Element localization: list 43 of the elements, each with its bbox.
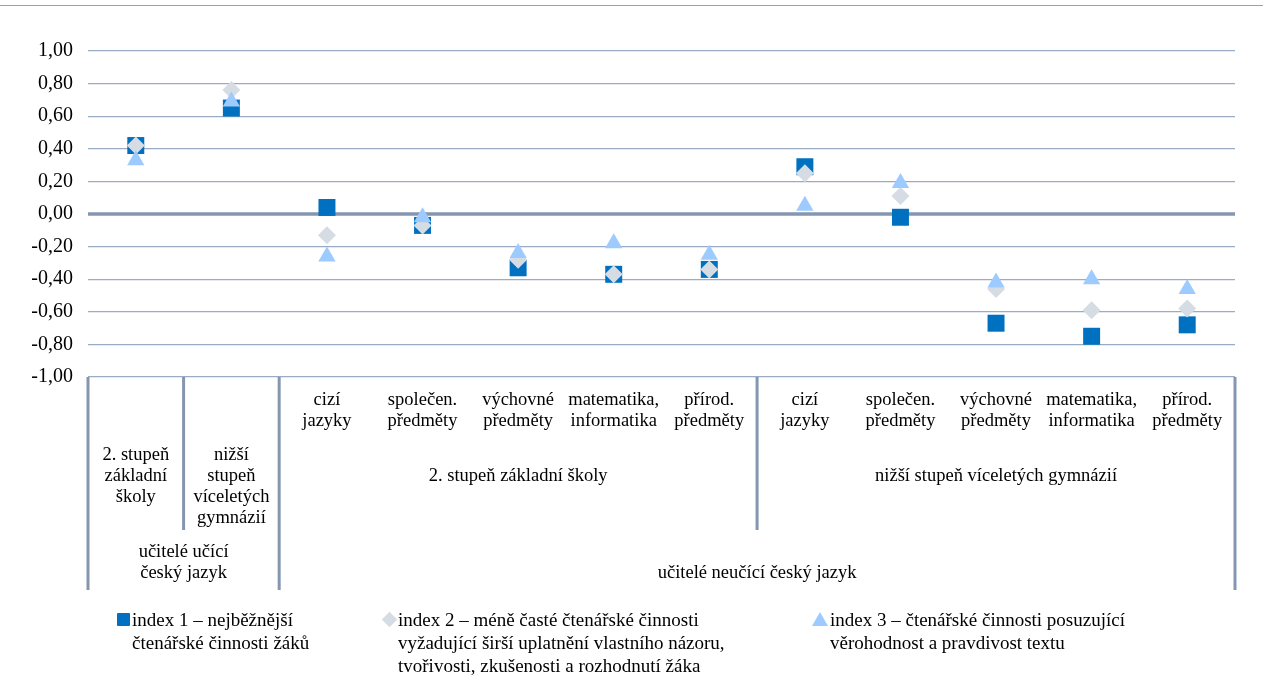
y-tick-label: 1,00 — [38, 38, 73, 61]
y-tick-label: -0,60 — [31, 299, 73, 322]
point — [795, 164, 814, 183]
x-tick-label: výchovné předměty — [482, 388, 555, 430]
y-tick-label: 0,60 — [38, 103, 73, 126]
point — [1082, 301, 1101, 320]
point — [1178, 316, 1196, 334]
x-tick-label: matematika, informatika — [568, 388, 660, 430]
y-tick-label: 0,00 — [38, 201, 73, 224]
y-tick-label: -0,80 — [31, 331, 73, 354]
x-tick-label: výchovné předměty — [960, 388, 1033, 430]
point — [987, 314, 1005, 332]
legend-label: index 1 – nejběžnější čtenářské činnosti žáků — [132, 608, 311, 654]
point — [1178, 299, 1197, 318]
point — [1083, 327, 1101, 345]
y-tick-label: -1,00 — [31, 364, 73, 387]
point — [509, 243, 527, 259]
y-tick-label: -0,20 — [31, 233, 73, 256]
text: 2. stupeň základní školy — [428, 464, 609, 485]
x-tick-label: přírod. předměty — [1152, 388, 1223, 430]
y-tick-label: 0,80 — [38, 70, 73, 93]
text: učitelé neučící český jazyk — [657, 561, 858, 582]
x-tick-label: společen. předměty — [865, 388, 937, 430]
legend-label: index 2 – méně časté čtenářské činnosti vyžadující širší uplatnění vlastního názoru, tvořivosti, zkušenosti a rozhodnutí žáka — [398, 608, 726, 677]
text: nižší stupeň víceletých gymnázií — [875, 464, 1118, 485]
y-tick-label: 0,40 — [38, 136, 73, 159]
x-tick-label: matematika, informatika — [1046, 388, 1138, 430]
point — [317, 226, 336, 245]
x-tick-label: společen. předměty — [387, 388, 459, 430]
x-tick-label: cizí jazyky — [779, 388, 831, 430]
point — [318, 199, 336, 216]
text: 2. stupeň základní školy — [102, 443, 170, 506]
text: nižší stupeň víceletých gymnázií — [193, 443, 270, 527]
y-tick-label: -0,40 — [31, 266, 73, 289]
x-tick-label: přírod. předměty — [674, 388, 745, 430]
point — [891, 208, 909, 226]
x-tick-label: cizí jazyky — [301, 388, 353, 430]
legend-label: index 3 – čtenářské činnosti posuzující věrohodnost a pravdivost textu — [830, 608, 1126, 654]
point — [1082, 269, 1101, 285]
point — [891, 187, 910, 206]
text: učitelé učící český jazyk — [138, 540, 229, 582]
y-tick-label: 0,20 — [38, 168, 73, 191]
point — [891, 173, 910, 189]
